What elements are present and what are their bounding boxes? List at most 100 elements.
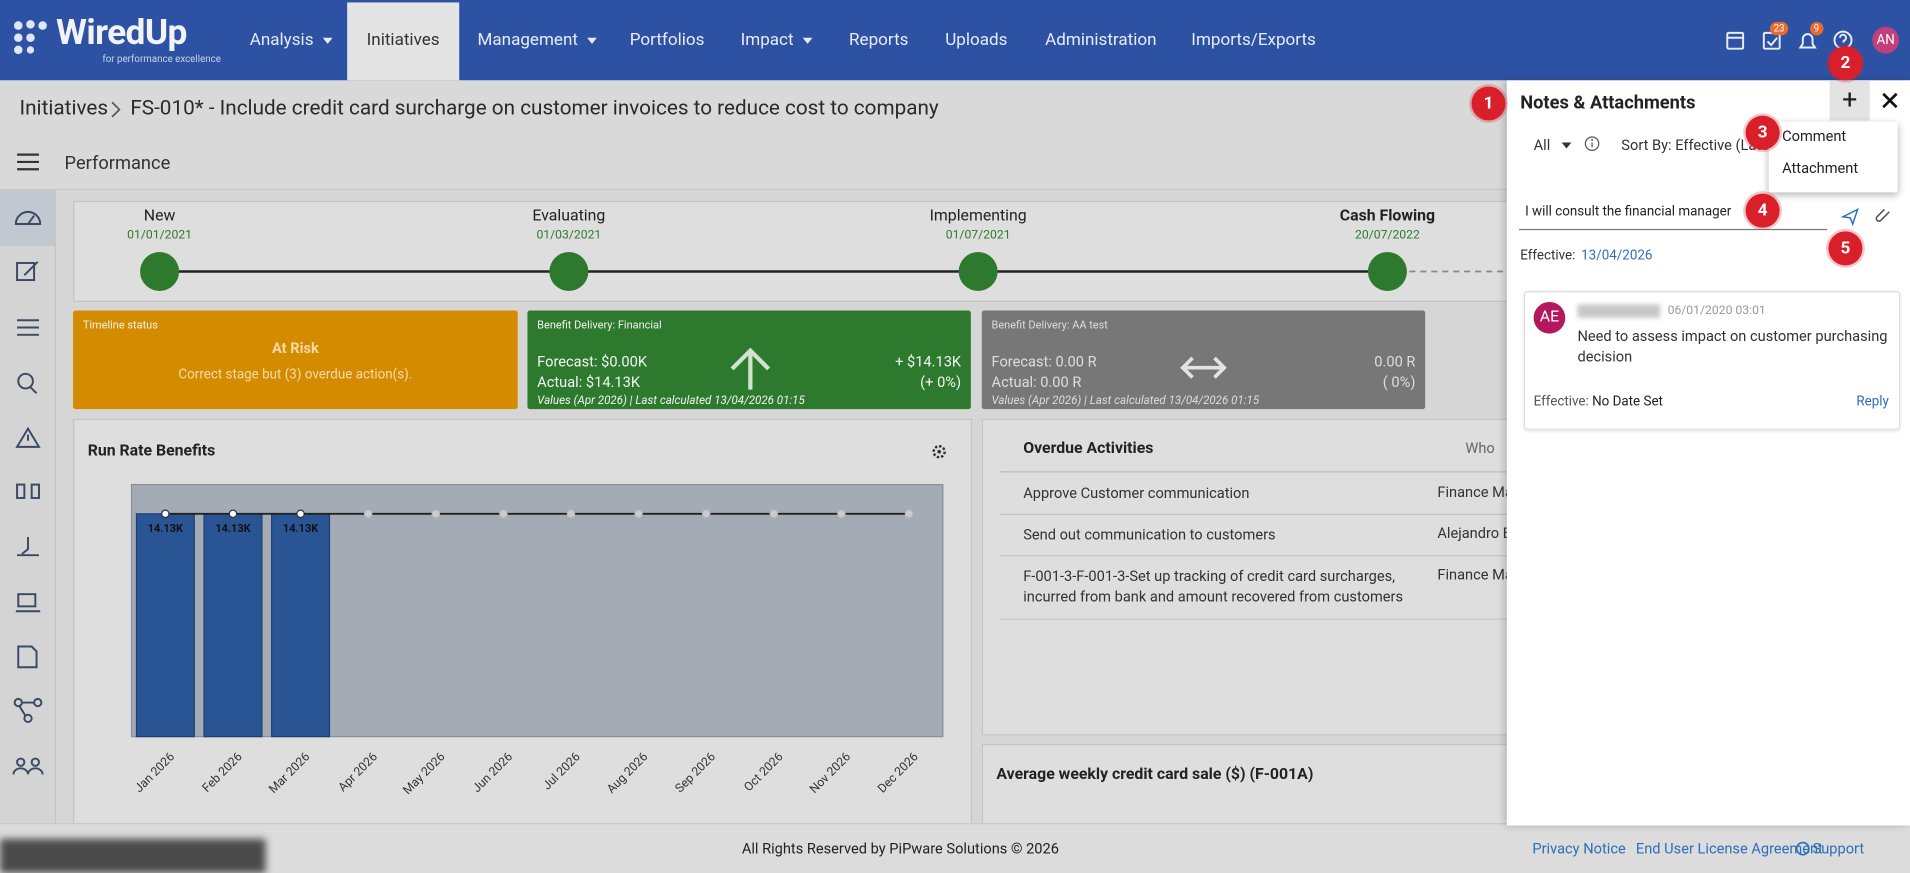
callout: 2: [1828, 46, 1863, 81]
avatar[interactable]: AN: [1872, 26, 1900, 54]
nav-icons: [1726, 30, 1853, 50]
nav-item[interactable]: Analysis: [249, 0, 334, 80]
breadcrumb-title: FS-010* - Include credit card surcharge …: [130, 96, 939, 121]
footer-link[interactable]: Support: [1812, 840, 1865, 858]
nav-item[interactable]: Reports: [849, 0, 908, 80]
note-datetime: 06/01/2020 03:01: [1667, 304, 1766, 318]
line-point: [769, 509, 779, 519]
card-label: Benefit Delivery: AA test: [991, 320, 1108, 333]
blurred-author: [1577, 304, 1661, 318]
x-tick-label: Sep 2026: [672, 749, 718, 795]
x-tick-label: Oct 2026: [741, 749, 786, 794]
nav-caret: [323, 37, 334, 44]
filter-select[interactable]: All: [1533, 136, 1551, 154]
card-status: At Risk: [271, 339, 319, 357]
menu-item[interactable]: Attachment: [1782, 159, 1859, 177]
card-label: Benefit Delivery: Financial: [537, 320, 662, 333]
breadcrumb-sep: [111, 101, 121, 118]
who: Alejandro Ba: [1437, 524, 1510, 542]
menu-item[interactable]: Comment: [1782, 127, 1847, 145]
card-delta-pct: (+ 0%): [920, 373, 962, 391]
x-tick-label: Jun 2026: [470, 749, 516, 795]
stage-dot[interactable]: [958, 252, 998, 291]
stage-date: 20/07/2022: [1355, 228, 1420, 243]
nav-label: Imports/Exports: [1191, 30, 1316, 50]
x-tick-label: May 2026: [400, 749, 448, 797]
callout: 3: [1745, 115, 1780, 150]
nav-item[interactable]: Administration: [1045, 0, 1156, 80]
stage-name: Cash Flowing: [1339, 206, 1436, 226]
effective-date[interactable]: 13/04/2026: [1581, 247, 1653, 263]
tasks-badge: 23: [1769, 21, 1789, 36]
card-footer: Values (Apr 2026) | Last calculated 13/0…: [537, 394, 805, 408]
card-delta: + $14.13K: [895, 353, 962, 371]
horizontal-arrow: [1180, 356, 1227, 379]
callout: 4: [1745, 193, 1780, 228]
logo[interactable]: WiredUp: [56, 12, 187, 54]
top-nav: WiredUp for performance excellence Analy…: [0, 0, 1910, 81]
note-card: AE 06/01/2020 03:01 Need to assess impac…: [1523, 290, 1901, 430]
stage-dot[interactable]: [1367, 252, 1407, 291]
nav-item[interactable]: Management: [477, 0, 598, 80]
nav-label: Portfolios: [629, 30, 705, 50]
sidebar-icons[interactable]: [0, 190, 55, 823]
nav-item[interactable]: Portfolios: [630, 0, 705, 80]
activity: Send out communication to customers: [1023, 525, 1276, 544]
x-tick-label: Jan 2026: [132, 749, 178, 795]
note-text: Need to assess impact on customer purcha…: [1577, 327, 1888, 366]
nav-item[interactable]: Imports/Exports: [1191, 0, 1316, 80]
sidebar: [0, 189, 57, 824]
column-header: Who: [1465, 439, 1495, 457]
bar: [271, 513, 331, 738]
row-divider: [1000, 555, 1512, 557]
line-point: [701, 509, 711, 519]
support-icon: [1795, 841, 1810, 856]
avg-weekly-panel: Average weekly credit card sale ($) (F-0…: [981, 743, 1513, 825]
line-point: [634, 509, 643, 519]
sort-select[interactable]: Sort By: Effective (Lates: [1621, 136, 1777, 154]
input-actions[interactable]: [1840, 207, 1895, 227]
nav-label: Management: [477, 30, 578, 50]
card-footer: Values (Apr 2026) | Last calculated 13/0…: [991, 394, 1260, 408]
stage-dot[interactable]: [140, 252, 180, 291]
comment-input[interactable]: I will consult the financial manager: [1518, 192, 1828, 231]
aa-card: Benefit Delivery: AA test Forecast: 0.00…: [981, 310, 1426, 410]
footer-link[interactable]: Privacy Notice: [1532, 840, 1626, 858]
input-text: I will consult the financial manager: [1525, 203, 1732, 220]
settings-icon[interactable]: [931, 443, 948, 460]
nav-label: Reports: [849, 30, 909, 50]
stage-date: 01/07/2021: [945, 228, 1011, 243]
line-point: [161, 509, 170, 519]
info-icon[interactable]: [1584, 135, 1601, 152]
card-forecast: Forecast: $0.00K: [537, 353, 648, 371]
panel-title: Overdue Activities: [1023, 439, 1154, 458]
card-actual: Actual: $14.13K: [537, 373, 641, 391]
stage-lines: [159, 270, 1512, 273]
alerts-badge: 9: [1810, 21, 1823, 36]
x-tick-label: Dec 2026: [875, 749, 921, 795]
stage-name: Implementing: [929, 206, 1027, 226]
footer-link[interactable]: End User License Agreement: [1635, 840, 1823, 858]
activity: F-001-3-F-001-3-Set up tracking of credi…: [1023, 567, 1404, 606]
bar-label: 14.13K: [215, 522, 251, 535]
nav-item[interactable]: Impact: [741, 0, 814, 80]
nav-item[interactable]: Uploads: [945, 0, 1007, 80]
nav-label: Initiatives: [366, 30, 440, 50]
breadcrumb-root[interactable]: Initiatives: [19, 96, 109, 121]
line-point: [566, 509, 576, 519]
close-button[interactable]: [1882, 92, 1898, 109]
nav-label: Analysis: [249, 30, 314, 50]
line-point: [228, 509, 238, 519]
stage-date: 01/03/2021: [536, 228, 602, 243]
note-effective-value: No Date Set: [1592, 393, 1663, 410]
sidebar-active: [0, 189, 55, 246]
bar-label: 14.13K: [283, 522, 319, 535]
bar: [203, 513, 263, 738]
stage-dot[interactable]: [549, 252, 589, 291]
menu-toggle[interactable]: [17, 153, 39, 171]
reply-link[interactable]: Reply: [1856, 393, 1889, 410]
stage-date: 01/01/2021: [127, 228, 192, 243]
nav-item[interactable]: Initiatives: [347, 2, 460, 81]
add-button[interactable]: +: [1829, 80, 1870, 121]
